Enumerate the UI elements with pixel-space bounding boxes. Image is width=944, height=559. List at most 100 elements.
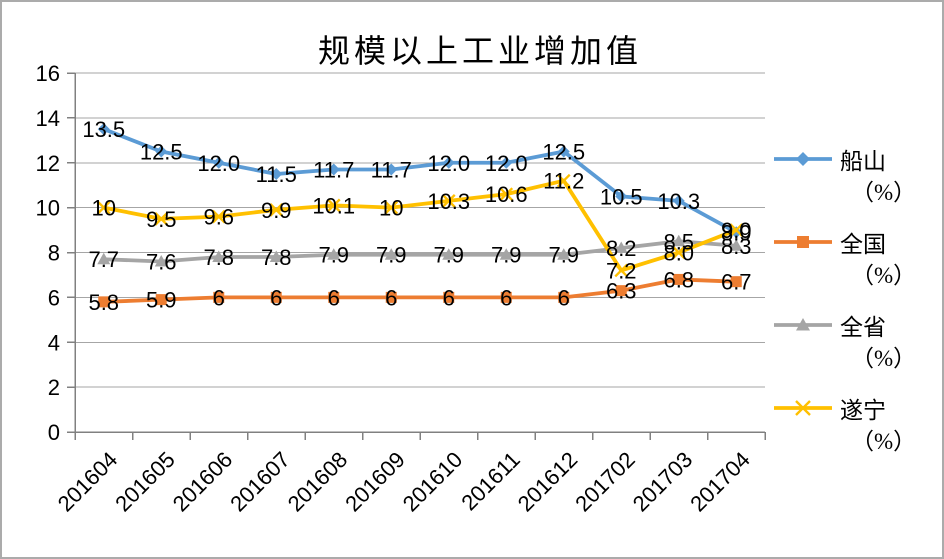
data-label: 10.3 <box>657 189 700 214</box>
data-label: 6 <box>558 285 570 310</box>
data-label: 7.6 <box>146 249 177 274</box>
data-label: 8.0 <box>663 241 694 266</box>
diamond-marker-icon <box>155 145 168 158</box>
triangle-marker-icon <box>672 234 686 247</box>
square-marker-icon <box>328 291 340 303</box>
y-axis-label: 2 <box>48 375 60 400</box>
legend-label: 船山 <box>840 149 886 174</box>
square-marker-icon <box>500 291 512 303</box>
x-axis-label: 201606 <box>168 447 238 517</box>
data-label: 13.5 <box>82 117 125 142</box>
data-label: 6.3 <box>606 279 637 304</box>
data-label: 11.5 <box>256 162 297 187</box>
data-label: 7.9 <box>433 243 464 268</box>
data-label: 10.1 <box>312 193 355 218</box>
x-axis-label: 201604 <box>53 447 123 517</box>
legend-item-suining: 遂宁 （%） <box>772 391 916 459</box>
x-marker-icon <box>154 211 169 226</box>
square-marker-icon <box>443 291 455 303</box>
data-label: 10 <box>379 196 403 221</box>
legend-label: 遂宁 <box>840 398 886 423</box>
data-label: 7.9 <box>491 243 522 268</box>
x-marker-icon <box>671 245 686 260</box>
data-label: 6 <box>270 285 282 310</box>
x-marker-icon <box>269 203 284 217</box>
x-marker-icon <box>211 209 226 224</box>
data-label: 7.9 <box>318 243 349 268</box>
triangle-marker-icon <box>212 250 226 262</box>
data-label: 7.2 <box>606 258 637 283</box>
data-label: 12.0 <box>485 151 528 176</box>
legend-unit: （%） <box>851 263 917 288</box>
y-axis-label: 0 <box>48 420 60 445</box>
series-line-3 <box>101 178 739 273</box>
x-axis-label: 201607 <box>225 447 295 517</box>
triangle-marker-icon <box>729 239 743 251</box>
square-marker-icon <box>213 291 225 303</box>
triangle-marker-icon <box>97 252 111 265</box>
data-label: 5.8 <box>88 290 119 315</box>
x-axis-label: 201612 <box>513 447 583 517</box>
data-label: 8.2 <box>606 236 637 261</box>
square-marker-icon <box>385 291 397 303</box>
data-label: 6 <box>443 285 455 310</box>
x-axis-label: 201611 <box>456 447 524 515</box>
x-marker-icon <box>384 200 399 215</box>
data-label: 8.5 <box>663 229 694 254</box>
legend-item-quanguo: 全国 （%） <box>772 225 916 293</box>
triangle-marker-icon <box>442 248 456 260</box>
x-axis-label: 201610 <box>398 447 468 517</box>
x-marker-icon <box>614 263 629 278</box>
x-marker-icon <box>499 187 514 202</box>
triangle-marker-icon <box>154 254 168 267</box>
square-marker-icon <box>270 291 282 303</box>
data-label: 10.3 <box>427 189 470 214</box>
triangle-marker-icon <box>796 318 810 331</box>
legend-unit: （%） <box>851 429 917 454</box>
triangle-marker-icon <box>557 248 571 260</box>
diamond-marker-icon <box>270 167 283 180</box>
data-label: 7.9 <box>376 243 407 268</box>
x-axis-label: 201703 <box>628 447 698 517</box>
data-label: 12.5 <box>140 140 183 165</box>
x-axis-label: 201704 <box>685 447 755 517</box>
y-axis-label: 6 <box>48 285 60 310</box>
data-label: 10 <box>92 196 116 221</box>
data-label: 9.0 <box>721 218 752 243</box>
legend-label: 全省 <box>840 315 886 340</box>
triangle-marker-icon <box>384 248 398 260</box>
diamond-marker-icon <box>97 123 110 136</box>
data-label: 12.0 <box>427 151 470 176</box>
x-marker-icon <box>556 173 571 188</box>
series-line-0 <box>101 127 739 235</box>
legend-item-chuanshan: 船山 （%） <box>772 142 916 210</box>
diamond-marker-icon <box>212 156 225 169</box>
square-marker-icon <box>730 276 742 288</box>
data-label: 7.8 <box>261 245 292 270</box>
diamond-marker-icon <box>500 156 513 169</box>
y-axis-label: 10 <box>36 196 60 221</box>
triangle-marker-icon <box>327 248 341 260</box>
triangle-marker-icon <box>499 248 513 260</box>
x-axis-label: 201702 <box>570 447 640 517</box>
data-label: 8.3 <box>721 234 752 259</box>
legend-swatch-diamond-icon <box>774 152 832 166</box>
legend-label: 全国 <box>840 232 886 257</box>
x-marker-icon <box>326 198 341 213</box>
y-axis-label: 12 <box>36 151 60 176</box>
data-label: 11.2 <box>543 169 584 194</box>
data-label: 9.6 <box>203 205 234 230</box>
x-marker-icon <box>729 223 744 237</box>
data-label: 12.5 <box>542 140 585 165</box>
legend-unit: （%） <box>851 346 917 371</box>
y-axis-label: 14 <box>36 106 60 131</box>
chart-title: 规模以上工业增加值 <box>317 33 642 69</box>
data-label: 9.5 <box>146 207 177 232</box>
data-label: 6 <box>385 285 397 310</box>
y-axis-label: 4 <box>48 330 60 355</box>
square-marker-icon <box>797 236 809 248</box>
data-label: 6 <box>213 285 225 310</box>
diamond-marker-icon <box>327 163 340 176</box>
data-label: 6.7 <box>721 270 752 295</box>
